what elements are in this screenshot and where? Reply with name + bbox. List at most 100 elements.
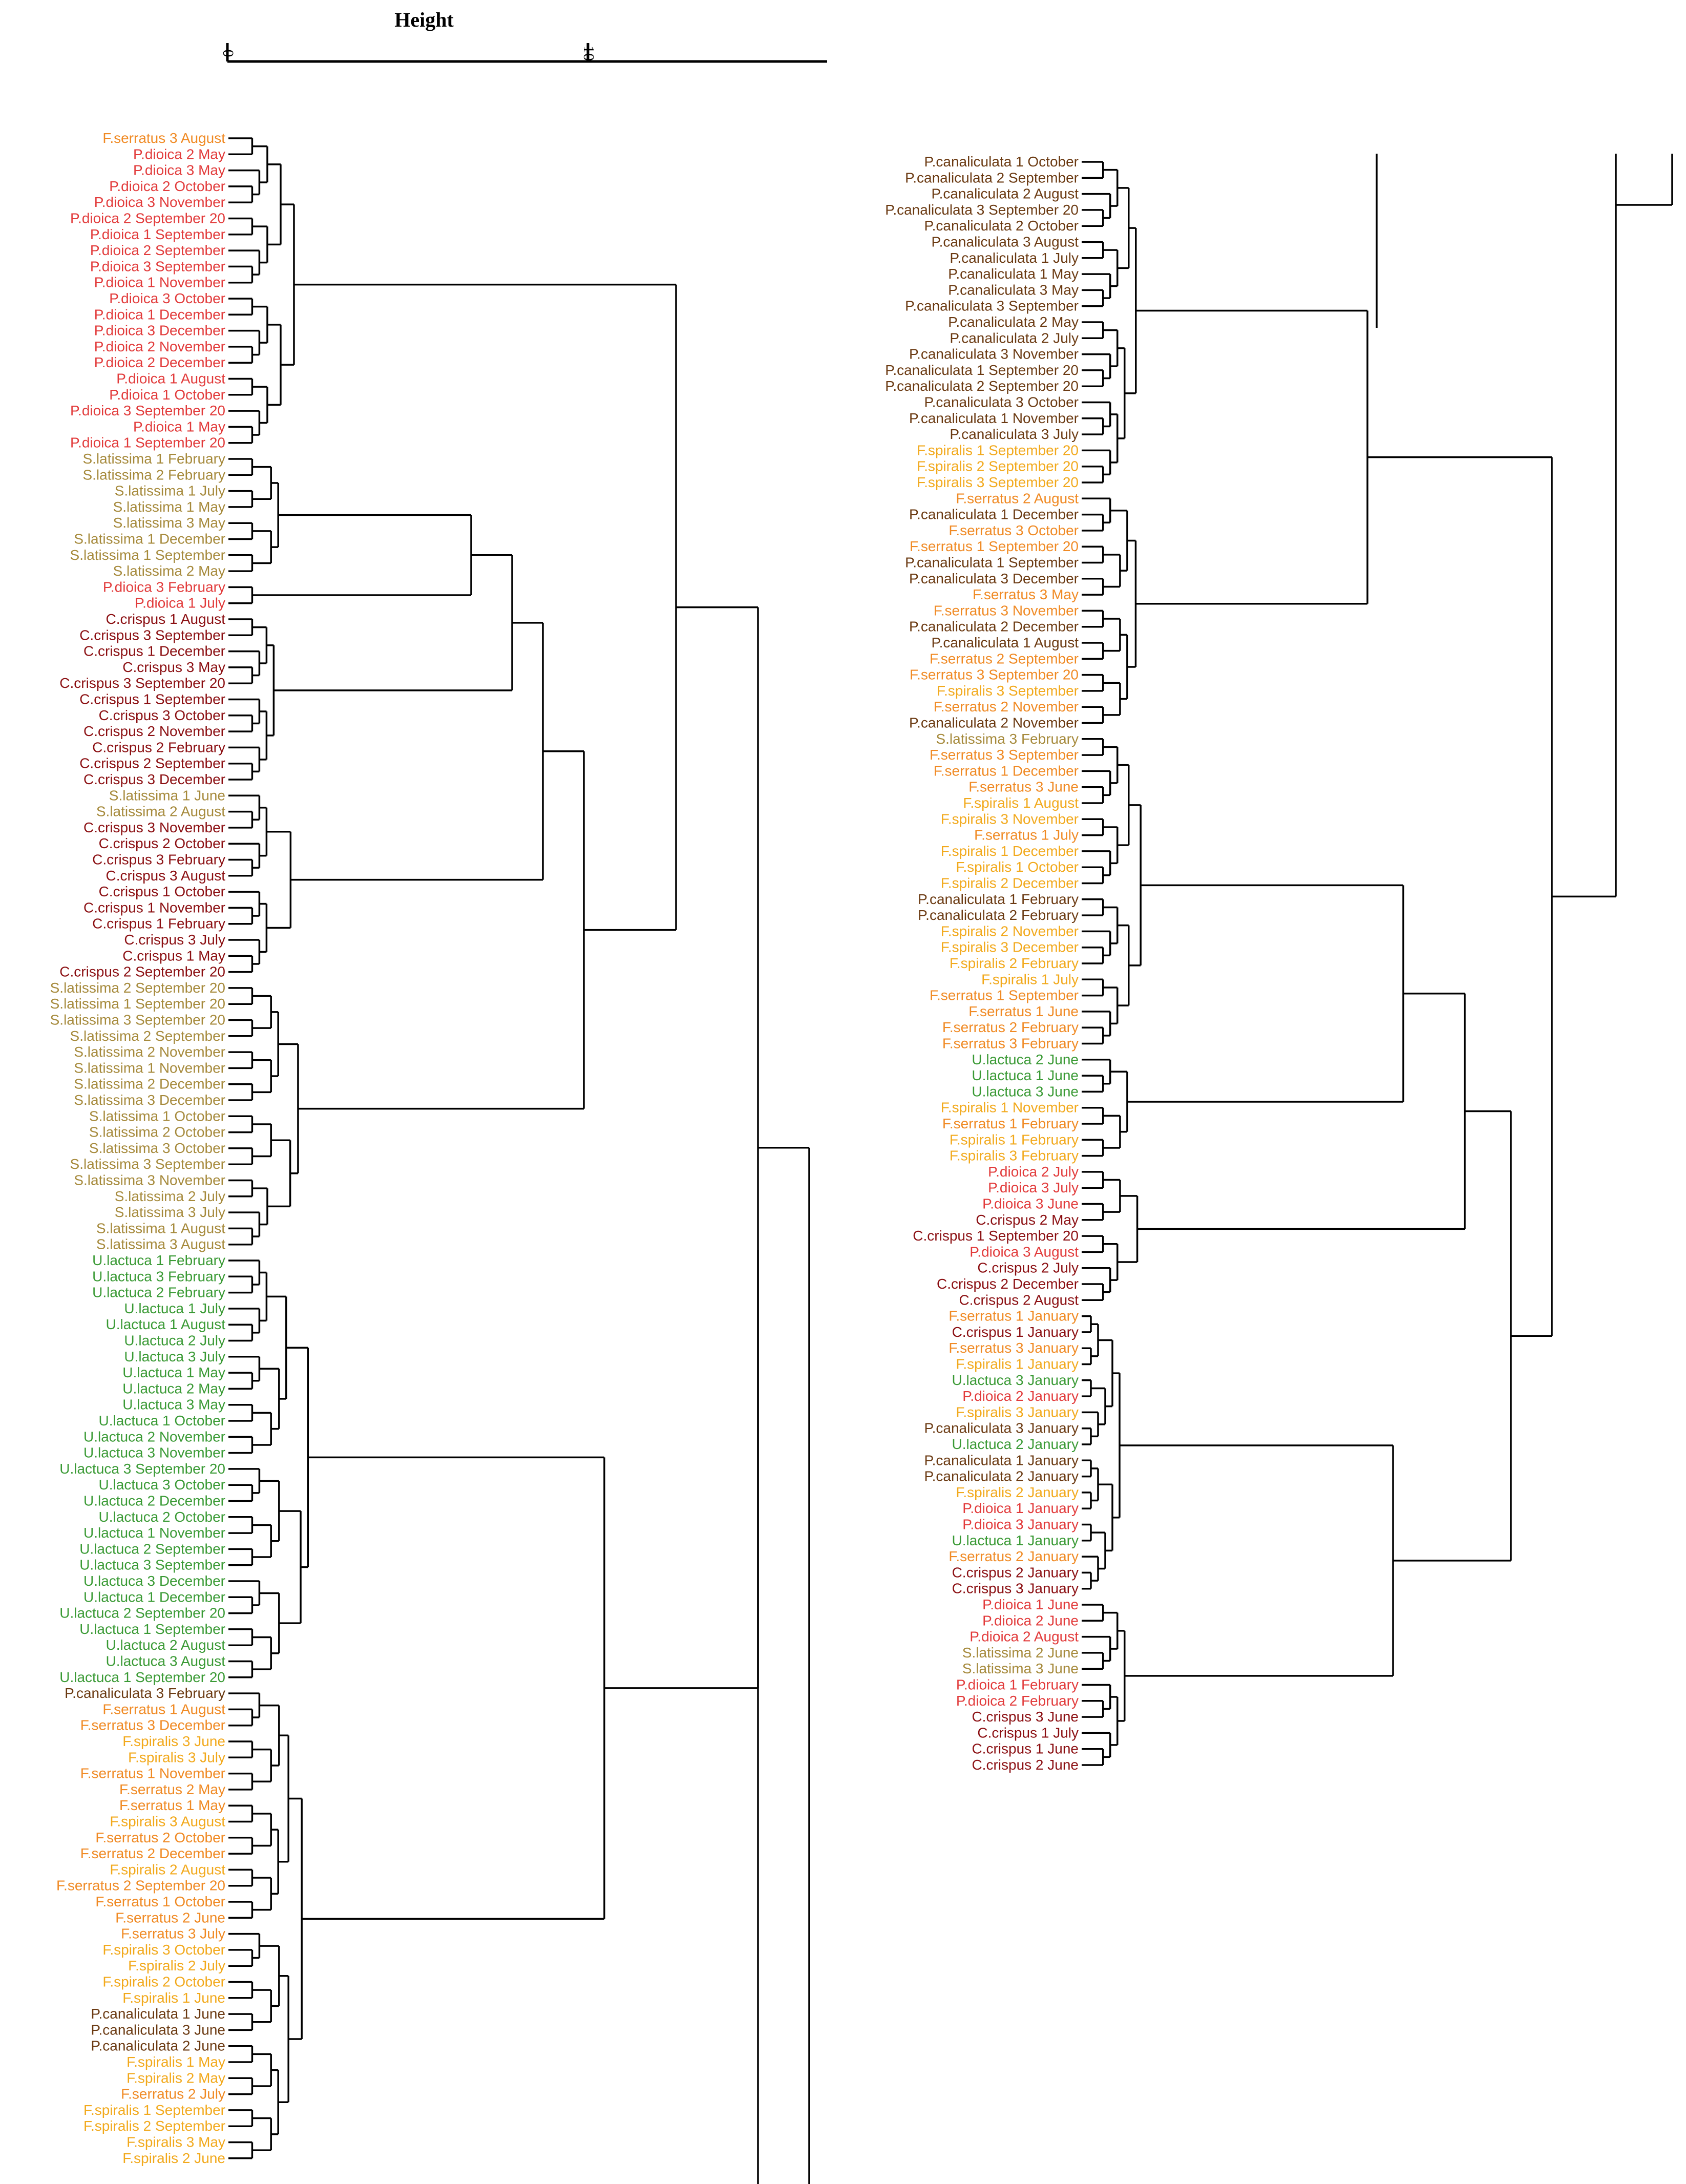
leaf-label-u-lactuca-1-september: U.lactuca 1 September (79, 1621, 225, 1637)
leaf-label-u-lactuca-3-november: U.lactuca 3 November (83, 1445, 225, 1461)
leaf-label-u-lactuca-1-august: U.lactuca 1 August (106, 1316, 226, 1332)
leaf-label-u-lactuca-3-june: U.lactuca 3 June (972, 1083, 1079, 1099)
axis-tick-label-10: 10 (580, 46, 597, 61)
leaf-label-f-serratus-3-february: F.serratus 3 February (942, 1036, 1079, 1052)
leaf-label-s-latissima-2-october: S.latissima 2 October (89, 1124, 225, 1140)
leaf-label-f-spiralis-2-june: F.spiralis 2 June (122, 2150, 225, 2166)
leaf-label-p-dioica-3-august: P.dioica 3 August (970, 1244, 1079, 1259)
leaf-label-f-spiralis-3-november: F.spiralis 3 November (941, 811, 1079, 827)
leaf-label-u-lactuca-2-july: U.lactuca 2 July (124, 1333, 225, 1349)
leaf-label-s-latissima-3-december: S.latissima 3 December (74, 1092, 225, 1108)
leaf-label-p-canaliculata-1-february: P.canaliculata 1 February (918, 891, 1079, 907)
leaf-label-f-spiralis-2-july: F.spiralis 2 July (128, 1958, 225, 1973)
leaf-label-p-dioica-3-september-20: P.dioica 3 September 20 (70, 403, 225, 418)
leaf-label-f-serratus-3-july: F.serratus 3 July (121, 1926, 225, 1942)
leaf-label-c-crispus-1-june: C.crispus 1 June (972, 1741, 1079, 1757)
leaf-label-p-canaliculata-2-february: P.canaliculata 2 February (918, 907, 1079, 923)
leaf-label-p-dioica-2-june: P.dioica 2 June (982, 1612, 1079, 1628)
leaf-label-f-serratus-3-august: F.serratus 3 August (102, 130, 225, 146)
leaf-label-s-latissima-3-august: S.latissima 3 August (96, 1236, 225, 1252)
leaf-label-u-lactuca-3-september: U.lactuca 3 September (79, 1557, 225, 1573)
leaf-label-f-serratus-3-november: F.serratus 3 November (934, 602, 1079, 618)
leaf-label-s-latissima-2-september-20: S.latissima 2 September 20 (50, 980, 225, 996)
leaf-label-p-dioica-3-february: P.dioica 3 February (103, 579, 225, 595)
leaf-label-s-latissima-1-september-20: S.latissima 1 September 20 (50, 996, 225, 1012)
leaf-label-s-latissima-3-october: S.latissima 3 October (89, 1140, 225, 1156)
leaf-label-u-lactuca-1-september-20: U.lactuca 1 September 20 (59, 1669, 225, 1685)
axis-tick-label-0: 0 (220, 50, 237, 57)
leaf-label-f-serratus-1-october: F.serratus 1 October (95, 1894, 225, 1909)
leaf-label-c-crispus-2-september-20: C.crispus 2 September 20 (59, 964, 225, 980)
leaf-label-f-spiralis-1-september: F.spiralis 1 September (83, 2102, 225, 2118)
leaf-label-f-serratus-2-november: F.serratus 2 November (934, 699, 1079, 715)
leaf-label-p-canaliculata-3-july: P.canaliculata 3 July (950, 426, 1079, 442)
leaf-label-p-dioica-2-december: P.dioica 2 December (94, 354, 225, 370)
leaf-label-p-canaliculata-3-december: P.canaliculata 3 December (909, 571, 1079, 586)
leaf-label-p-dioica-1-september: P.dioica 1 September (90, 226, 225, 242)
leaf-label-s-latissima-3-july: S.latissima 3 July (115, 1204, 225, 1220)
leaf-label-p-canaliculata-1-july: P.canaliculata 1 July (950, 250, 1079, 266)
leaf-label-u-lactuca-2-december: U.lactuca 2 December (83, 1493, 225, 1509)
leaf-label-f-spiralis-2-december: F.spiralis 2 December (941, 875, 1079, 891)
leaf-label-c-crispus-1-february: C.crispus 1 February (92, 916, 225, 932)
leaf-label-f-serratus-1-july: F.serratus 1 July (974, 827, 1079, 843)
leaf-label-f-spiralis-2-january: F.spiralis 2 January (956, 1484, 1079, 1500)
leaf-label-s-latissima-1-december: S.latissima 1 December (74, 531, 225, 547)
leaf-label-c-crispus-3-july: C.crispus 3 July (124, 932, 225, 948)
leaf-label-p-dioica-3-january: P.dioica 3 January (962, 1517, 1079, 1532)
leaf-label-f-spiralis-2-august: F.spiralis 2 August (110, 1861, 225, 1877)
leaf-label-p-canaliculata-3-october: P.canaliculata 3 October (924, 394, 1079, 410)
leaf-label-s-latissima-3-february: S.latissima 3 February (936, 731, 1079, 747)
leaf-label-u-lactuca-2-january: U.lactuca 2 January (952, 1436, 1079, 1452)
leaf-label-f-spiralis-1-july: F.spiralis 1 July (981, 971, 1079, 987)
leaf-label-p-dioica-2-october: P.dioica 2 October (109, 178, 225, 194)
leaf-label-s-latissima-2-december: S.latissima 2 December (74, 1076, 225, 1092)
leaf-label-c-crispus-1-november: C.crispus 1 November (83, 899, 225, 915)
leaf-label-p-canaliculata-2-august: P.canaliculata 2 August (932, 186, 1079, 202)
leaf-label-p-dioica-1-november: P.dioica 1 November (94, 275, 225, 290)
leaf-label-f-spiralis-1-september-20: F.spiralis 1 September 20 (917, 442, 1079, 458)
leaf-label-u-lactuca-3-february: U.lactuca 3 February (92, 1268, 225, 1284)
leaf-label-f-spiralis-2-september: F.spiralis 2 September (83, 2118, 225, 2134)
leaf-label-c-crispus-1-january: C.crispus 1 January (952, 1324, 1079, 1340)
leaf-label-f-serratus-1-february: F.serratus 1 February (942, 1116, 1079, 1131)
leaf-label-f-serratus-2-june: F.serratus 2 June (115, 1909, 225, 1925)
leaf-label-c-crispus-2-may: C.crispus 2 May (976, 1212, 1079, 1228)
leaf-label-p-canaliculata-3-august: P.canaliculata 3 August (932, 234, 1079, 250)
leaf-label-p-dioica-3-july: P.dioica 3 July (988, 1180, 1079, 1195)
leaf-label-c-crispus-3-november: C.crispus 3 November (83, 820, 225, 835)
leaf-label-p-canaliculata-1-may: P.canaliculata 1 May (948, 266, 1079, 282)
leaf-label-f-serratus-1-january: F.serratus 1 January (949, 1308, 1079, 1324)
leaf-label-f-serratus-1-september: F.serratus 1 September (930, 988, 1079, 1003)
leaf-label-s-latissima-2-september: S.latissima 2 September (70, 1028, 225, 1044)
leaf-label-u-lactuca-1-january: U.lactuca 1 January (952, 1532, 1079, 1548)
leaf-label-s-latissima-1-june: S.latissima 1 June (109, 787, 225, 803)
leaf-label-s-latissima-3-june: S.latissima 3 June (962, 1661, 1079, 1676)
leaf-label-p-canaliculata-2-december: P.canaliculata 2 December (909, 619, 1079, 635)
leaf-label-f-spiralis-3-september-20: F.spiralis 3 September 20 (917, 474, 1079, 490)
leaf-label-p-dioica-2-may: P.dioica 2 May (133, 146, 225, 162)
leaf-label-u-lactuca-1-june: U.lactuca 1 June (972, 1067, 1079, 1083)
leaf-label-f-spiralis-1-october: F.spiralis 1 October (956, 859, 1079, 875)
leaf-label-u-lactuca-2-september-20: U.lactuca 2 September 20 (59, 1605, 225, 1621)
leaf-label-f-serratus-2-august: F.serratus 2 August (956, 490, 1079, 506)
leaf-label-f-spiralis-3-august: F.spiralis 3 August (110, 1814, 225, 1830)
leaf-label-p-canaliculata-2-july: P.canaliculata 2 July (950, 330, 1079, 346)
leaf-label-p-canaliculata-2-september: P.canaliculata 2 September (905, 170, 1079, 185)
leaf-label-f-serratus-3-december: F.serratus 3 December (80, 1717, 225, 1733)
leaf-label-p-canaliculata-3-january: P.canaliculata 3 January (924, 1420, 1079, 1436)
leaf-label-f-spiralis-1-january: F.spiralis 1 January (956, 1356, 1079, 1372)
leaf-label-s-latissima-2-may: S.latissima 2 May (113, 563, 225, 579)
leaf-label-f-spiralis-1-november: F.spiralis 1 November (941, 1100, 1079, 1116)
leaf-label-s-latissima-3-november: S.latissima 3 November (74, 1172, 225, 1188)
leaf-label-f-serratus-3-may: F.serratus 3 May (973, 586, 1079, 602)
leaf-label-f-serratus-3-september: F.serratus 3 September (930, 747, 1079, 763)
leaf-label-c-crispus-1-july: C.crispus 1 July (977, 1725, 1079, 1740)
leaf-label-f-serratus-2-december: F.serratus 2 December (80, 1845, 225, 1861)
leaf-label-c-crispus-3-december: C.crispus 3 December (83, 771, 225, 787)
leaf-label-u-lactuca-1-december: U.lactuca 1 December (83, 1589, 225, 1605)
leaf-label-c-crispus-1-september-20: C.crispus 1 September 20 (913, 1228, 1079, 1244)
leaf-label-f-serratus-3-october: F.serratus 3 October (949, 522, 1079, 538)
leaf-label-c-crispus-3-june: C.crispus 3 June (972, 1709, 1079, 1725)
